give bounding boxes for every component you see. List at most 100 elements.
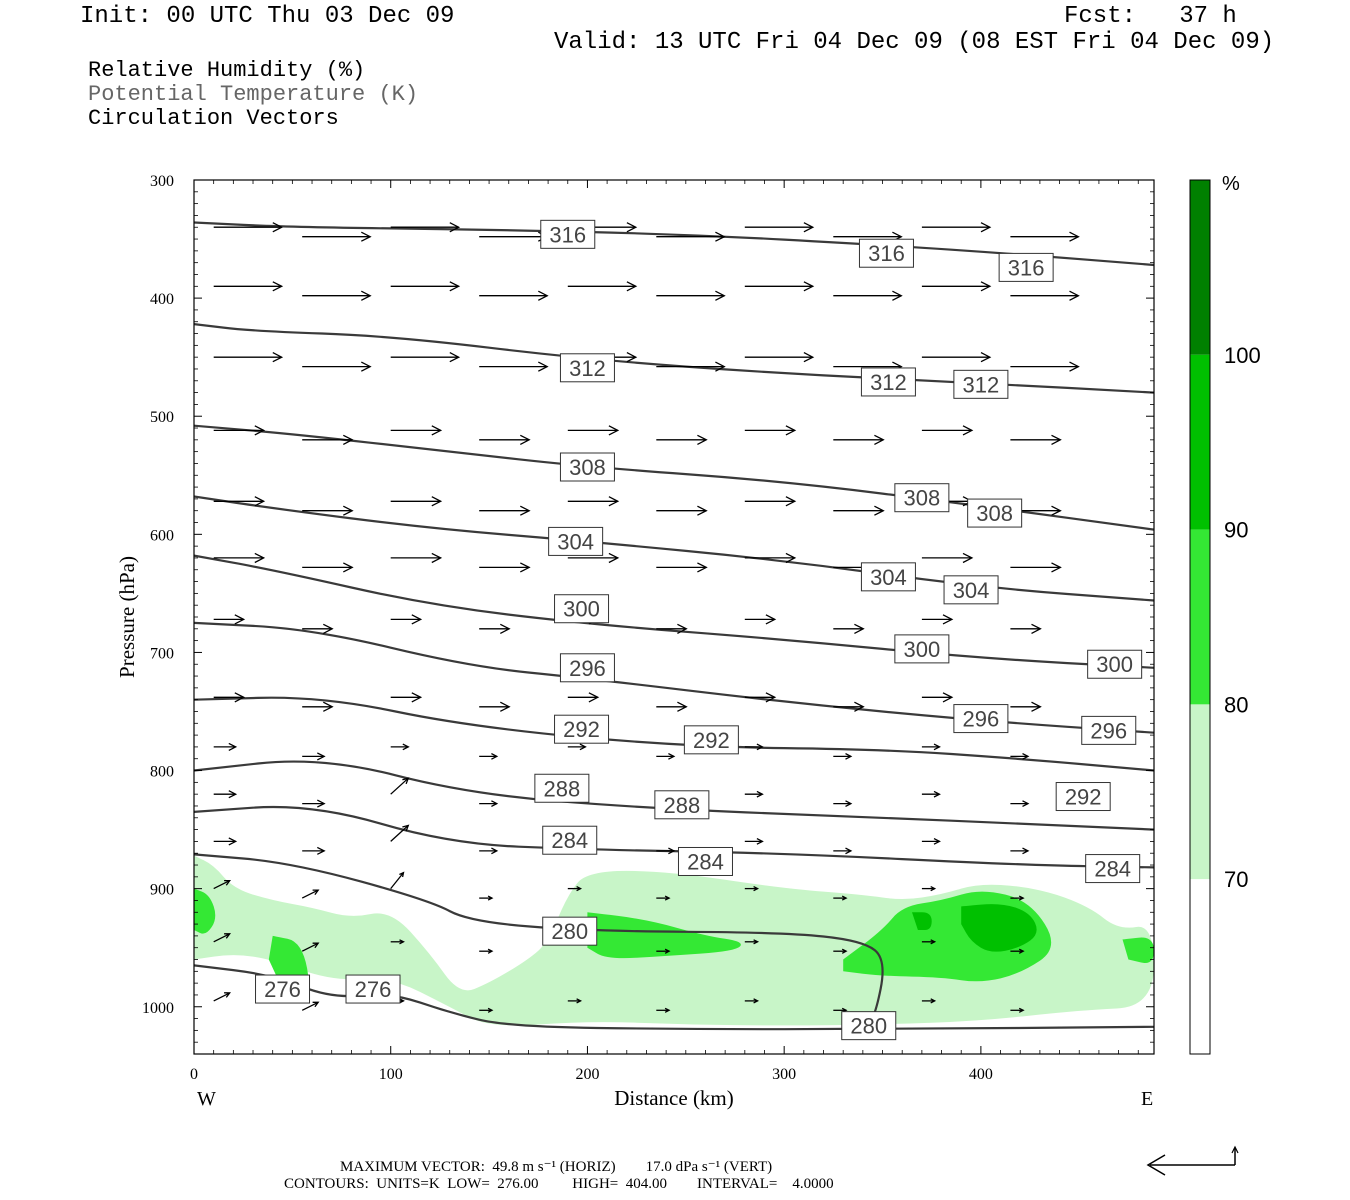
wind-vector-head — [399, 871, 405, 878]
wind-vector-head — [980, 352, 992, 363]
wind-vector-head — [343, 562, 354, 573]
wind-vector-head — [845, 847, 853, 855]
contour-label-box — [677, 846, 733, 876]
wind-vector-head — [626, 222, 638, 233]
colorbar-segment — [1190, 354, 1210, 530]
contour-label-276: 276 — [355, 977, 392, 1002]
contour-label-280: 280 — [551, 919, 588, 944]
wind-vector-head — [500, 623, 511, 634]
wind-vector-head — [431, 425, 443, 436]
contour-labels: 316 316 316 312 312 312 308 308 308 304 304 304 300 3… — [255, 219, 1143, 1041]
contour-info: CONTOURS: UNITS=K LOW= 276.00 HIGH= 404.… — [284, 1176, 834, 1192]
rh-region-80-5 — [1122, 937, 1154, 963]
wind-vector-head — [431, 552, 443, 564]
contour-label-276: 276 — [264, 977, 301, 1002]
x-tick-label: 200 — [575, 1066, 599, 1083]
wind-vector-head — [579, 743, 587, 751]
wind-vector-head — [626, 352, 638, 363]
contour-label-304: 304 — [953, 578, 990, 603]
wind-vector-head — [228, 837, 238, 846]
wind-vector-head — [317, 799, 326, 808]
isentrope-300 — [194, 554, 1154, 669]
wind-vector-head — [491, 753, 499, 760]
wind-vector-head — [576, 998, 583, 1004]
contour-label-box — [548, 526, 604, 556]
contour-label-box — [534, 773, 590, 803]
wind-vector-head — [1018, 1007, 1025, 1013]
colorbar-frame — [1189, 179, 1211, 1055]
contour-label-288: 288 — [544, 776, 581, 801]
wind-vector-head — [697, 562, 708, 573]
wind-vector-head — [753, 998, 760, 1004]
legend-relative-humidity: Relative Humidity (%) — [88, 58, 366, 83]
contour-label-292: 292 — [1065, 785, 1102, 810]
y-axis-label: Pressure (hPa) — [115, 556, 139, 678]
colorbar-level-label: 80 — [1224, 692, 1248, 717]
wind-vector-head — [1051, 505, 1062, 516]
wind-vector-head — [449, 222, 461, 233]
contour-label-292: 292 — [693, 728, 730, 753]
contour-label-box — [894, 483, 950, 513]
wind-vector-head — [1018, 895, 1025, 901]
legend-potential-temperature: Potential Temperature (K) — [88, 82, 419, 107]
wind-vector-head — [312, 1001, 320, 1008]
wind-vector-head — [930, 939, 937, 945]
contour-label-312: 312 — [569, 356, 606, 381]
isentrope-292 — [194, 696, 1154, 772]
contour-label-308: 308 — [904, 486, 941, 511]
wind-vector-head — [272, 281, 284, 292]
contour-label-312: 312 — [963, 372, 1000, 397]
contour-label-316: 316 — [868, 241, 905, 266]
contour-label-box — [683, 725, 739, 755]
wind-vector-head — [608, 496, 620, 507]
wind-vector-head — [234, 692, 246, 703]
wind-vector-head — [715, 361, 726, 372]
contour-label-box — [559, 353, 615, 383]
wind-vector-head — [1031, 623, 1042, 634]
contour-label-box — [1085, 854, 1141, 884]
contour-label-box — [943, 575, 999, 605]
contour-label-300: 300 — [1096, 652, 1133, 677]
wind-vector-head — [491, 800, 499, 807]
forecast-hour: Fcst: 37 h — [1064, 3, 1237, 30]
wind-vector-head — [312, 889, 320, 895]
wind-vector-head — [402, 743, 410, 751]
wind-vector-head — [756, 790, 764, 798]
wind-vector-head — [753, 939, 760, 945]
wind-vector-head — [312, 942, 320, 949]
wind-vector-head — [323, 701, 334, 712]
valid-time: Valid: 13 UTC Fri 04 Dec 09 (08 EST Fri … — [554, 29, 1275, 56]
wind-vector-head — [538, 361, 549, 372]
y-tick-label: 300 — [150, 173, 174, 190]
wind-vector-head — [272, 222, 284, 233]
contour-label-300: 300 — [904, 637, 941, 662]
wind-vector-head — [677, 623, 688, 634]
wind-vector-head — [224, 992, 231, 998]
isentrope-288 — [194, 760, 1154, 831]
wind-vector-head — [361, 361, 372, 372]
contour-label-box — [894, 634, 950, 664]
contour-label-box — [860, 367, 916, 397]
x-tick-label: 400 — [969, 1066, 993, 1083]
contour-label-316: 316 — [549, 222, 586, 247]
isentrope-312 — [194, 323, 1154, 394]
isentrope-316 — [194, 221, 1154, 267]
wind-vector-head — [411, 692, 423, 703]
x-tick-label: 100 — [379, 1066, 403, 1083]
wind-vector-head — [1031, 701, 1042, 712]
wind-vector-head — [841, 948, 848, 954]
wind-vector-head — [980, 222, 992, 233]
wind-vector-head — [845, 800, 853, 807]
wind-vector-head — [668, 753, 676, 760]
colorbar-segment — [1190, 704, 1210, 880]
wind-vector-head — [361, 231, 372, 242]
wind-vector-head — [411, 614, 423, 625]
contour-label-296: 296 — [963, 707, 1000, 732]
contour-label-box — [1055, 782, 1111, 812]
contour-label-box — [540, 219, 596, 249]
reference-vector-icon — [1146, 1145, 1239, 1176]
wind-vector-head — [756, 743, 764, 751]
circulation-vectors — [213, 222, 1080, 1013]
contour-label-284: 284 — [1094, 857, 1131, 882]
y-tick-label: 1000 — [142, 1000, 174, 1017]
